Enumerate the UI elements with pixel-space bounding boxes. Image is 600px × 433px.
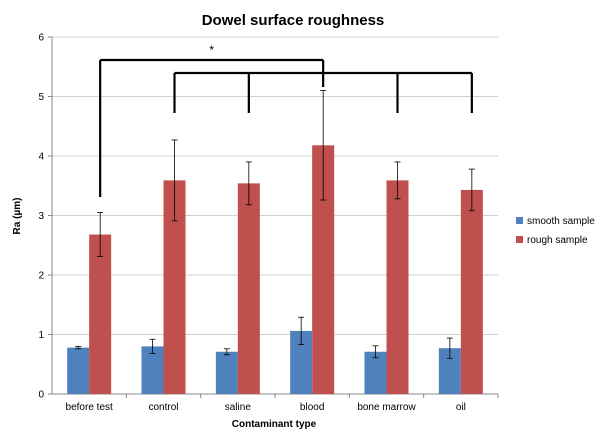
x-tick-label: saline [225, 402, 252, 413]
y-tick-label: 5 [38, 92, 44, 103]
x-tick-label: bone marrow [357, 402, 416, 413]
legend-swatch [516, 217, 523, 224]
y-axis-title: Ra (µm) [12, 198, 23, 235]
legend-label: smooth sample [527, 216, 595, 227]
bar-smooth [364, 351, 387, 394]
y-tick-label: 3 [38, 211, 44, 222]
bar-smooth [438, 348, 461, 394]
error-bars [75, 90, 475, 359]
bar-smooth [141, 346, 164, 394]
y-tick-label: 6 [38, 33, 44, 44]
y-tick-label: 2 [38, 271, 44, 282]
legend: smooth sample rough sample [516, 216, 595, 246]
bar-rough [312, 145, 335, 394]
significance-brackets: * [99, 43, 473, 197]
x-tick-label: control [148, 402, 178, 413]
legend-swatch [516, 236, 523, 243]
bar-rough [89, 234, 112, 394]
x-axis-title: Contaminant type [232, 419, 317, 430]
y-tick-label: 4 [38, 152, 44, 163]
bar-smooth [67, 347, 90, 394]
significance-asterisk: * [209, 43, 214, 57]
bar-smooth [290, 330, 313, 394]
x-tick-label: before test [66, 402, 113, 413]
legend-label: rough sample [527, 235, 588, 246]
chart-title: Dowel surface roughness [202, 12, 385, 29]
gridlines [52, 36, 498, 335]
bar-rough [386, 180, 409, 394]
bar-rough [163, 180, 186, 394]
bars [67, 145, 483, 394]
axes: 0 1 2 3 4 5 6 before test control saline blood bone… [38, 33, 499, 413]
bar-rough [237, 183, 260, 394]
y-tick-label: 1 [38, 330, 44, 341]
x-tick-label: blood [300, 402, 324, 413]
bar-smooth [215, 351, 238, 394]
x-tick-label: oil [456, 402, 466, 413]
bar-rough [460, 189, 483, 394]
y-tick-label: 0 [38, 390, 44, 401]
